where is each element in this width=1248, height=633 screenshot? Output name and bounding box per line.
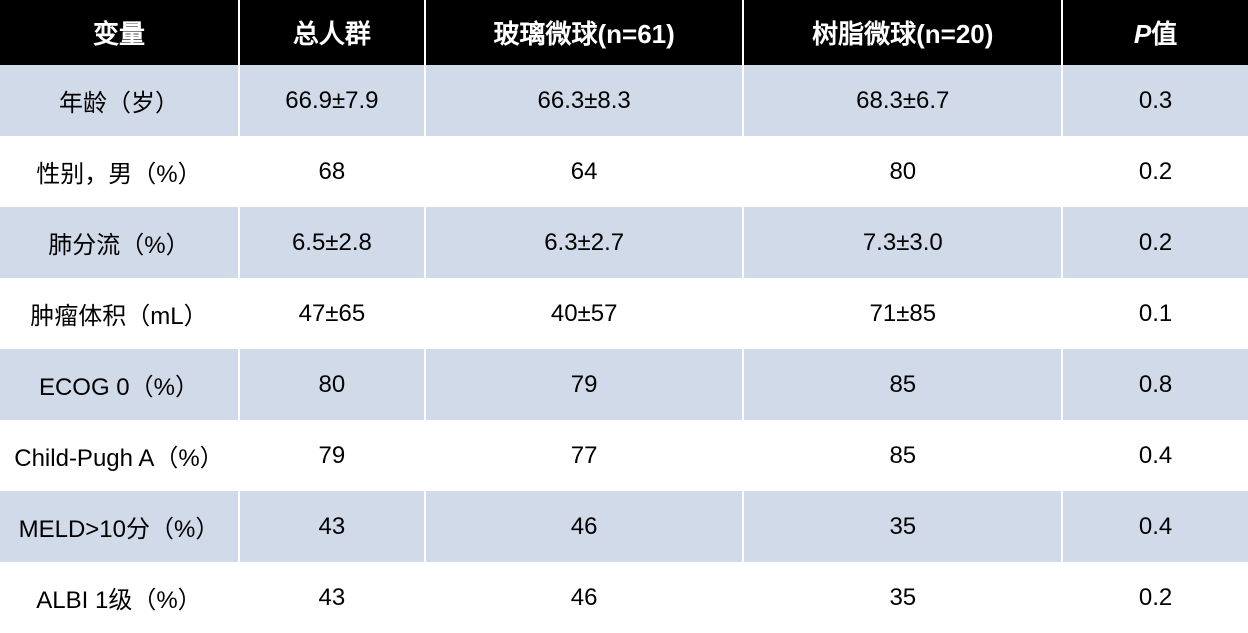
table-row: MELD>10分（%） 43 46 35 0.4 xyxy=(0,491,1248,562)
pvalue-italic-p: P xyxy=(1134,19,1151,49)
cell-total: 43 xyxy=(239,562,425,633)
cell-total: 6.5±2.8 xyxy=(239,207,425,278)
cell-resin: 85 xyxy=(743,420,1062,491)
cell-glass: 46 xyxy=(425,562,744,633)
table-row: 肿瘤体积（mL） 47±65 40±57 71±85 0.1 xyxy=(0,278,1248,349)
cell-total: 79 xyxy=(239,420,425,491)
cell-variable: 性别，男（%） xyxy=(0,136,239,207)
cell-glass: 64 xyxy=(425,136,744,207)
cell-pvalue: 0.1 xyxy=(1062,278,1248,349)
cell-pvalue: 0.4 xyxy=(1062,491,1248,562)
table-header-pvalue: P值 xyxy=(1062,0,1248,65)
cell-resin: 71±85 xyxy=(743,278,1062,349)
table-header-resin: 树脂微球(n=20) xyxy=(743,0,1062,65)
cell-glass: 46 xyxy=(425,491,744,562)
cell-resin: 68.3±6.7 xyxy=(743,65,1062,136)
cell-total: 43 xyxy=(239,491,425,562)
cell-total: 68 xyxy=(239,136,425,207)
cell-total: 47±65 xyxy=(239,278,425,349)
cell-variable: ECOG 0（%） xyxy=(0,349,239,420)
table-row: Child-Pugh A（%） 79 77 85 0.4 xyxy=(0,420,1248,491)
cell-pvalue: 0.4 xyxy=(1062,420,1248,491)
table-header-row: 变量 总人群 玻璃微球(n=61) 树脂微球(n=20) P值 xyxy=(0,0,1248,65)
table-row: ECOG 0（%） 80 79 85 0.8 xyxy=(0,349,1248,420)
table-body: 年龄（岁） 66.9±7.9 66.3±8.3 68.3±6.7 0.3 性别，… xyxy=(0,65,1248,633)
cell-variable: MELD>10分（%） xyxy=(0,491,239,562)
cell-variable: 年龄（岁） xyxy=(0,65,239,136)
table-header-variable: 变量 xyxy=(0,0,239,65)
pvalue-suffix: 值 xyxy=(1151,19,1177,49)
cell-total: 80 xyxy=(239,349,425,420)
cell-resin: 7.3±3.0 xyxy=(743,207,1062,278)
table-row: 年龄（岁） 66.9±7.9 66.3±8.3 68.3±6.7 0.3 xyxy=(0,65,1248,136)
cell-variable: ALBI 1级（%） xyxy=(0,562,239,633)
cell-glass: 79 xyxy=(425,349,744,420)
table-header: 变量 总人群 玻璃微球(n=61) 树脂微球(n=20) P值 xyxy=(0,0,1248,65)
data-table-container: 变量 总人群 玻璃微球(n=61) 树脂微球(n=20) P值 年龄（岁） 66… xyxy=(0,0,1248,633)
cell-glass: 77 xyxy=(425,420,744,491)
table-row: ALBI 1级（%） 43 46 35 0.2 xyxy=(0,562,1248,633)
cell-glass: 66.3±8.3 xyxy=(425,65,744,136)
cell-resin: 80 xyxy=(743,136,1062,207)
cell-pvalue: 0.3 xyxy=(1062,65,1248,136)
data-table: 变量 总人群 玻璃微球(n=61) 树脂微球(n=20) P值 年龄（岁） 66… xyxy=(0,0,1248,633)
table-header-glass: 玻璃微球(n=61) xyxy=(425,0,744,65)
cell-pvalue: 0.2 xyxy=(1062,562,1248,633)
cell-glass: 6.3±2.7 xyxy=(425,207,744,278)
cell-variable: Child-Pugh A（%） xyxy=(0,420,239,491)
cell-variable: 肿瘤体积（mL） xyxy=(0,278,239,349)
cell-glass: 40±57 xyxy=(425,278,744,349)
cell-total: 66.9±7.9 xyxy=(239,65,425,136)
cell-resin: 35 xyxy=(743,491,1062,562)
table-row: 肺分流（%） 6.5±2.8 6.3±2.7 7.3±3.0 0.2 xyxy=(0,207,1248,278)
cell-variable: 肺分流（%） xyxy=(0,207,239,278)
cell-pvalue: 0.2 xyxy=(1062,207,1248,278)
table-header-total: 总人群 xyxy=(239,0,425,65)
cell-pvalue: 0.8 xyxy=(1062,349,1248,420)
cell-resin: 35 xyxy=(743,562,1062,633)
table-row: 性别，男（%） 68 64 80 0.2 xyxy=(0,136,1248,207)
cell-pvalue: 0.2 xyxy=(1062,136,1248,207)
cell-resin: 85 xyxy=(743,349,1062,420)
